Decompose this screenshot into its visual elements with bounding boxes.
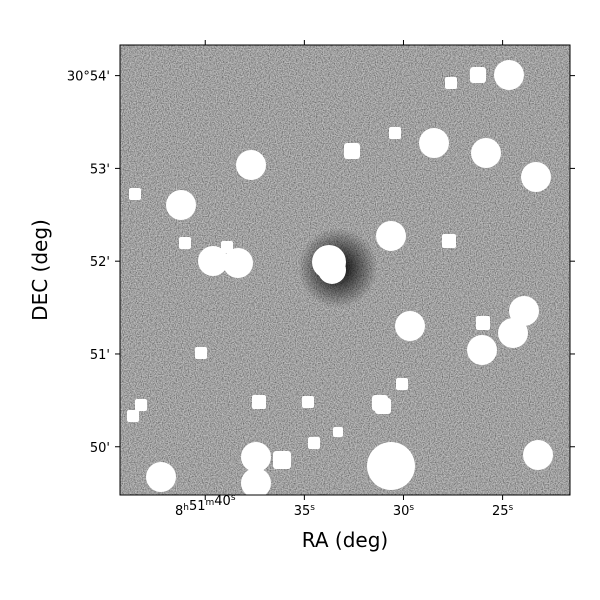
y-tick-label: 52' <box>90 255 110 270</box>
x-tick-label: 25s <box>492 503 514 519</box>
x-tick-label: 8h51m40s <box>175 493 236 519</box>
y-axis-label: DEC (deg) <box>28 219 52 321</box>
y-tick-label: 50' <box>90 441 110 456</box>
sky-image <box>120 45 570 495</box>
masks <box>127 60 553 495</box>
y-tick-label: 53' <box>90 162 110 177</box>
y-tick-label: 51' <box>90 348 110 363</box>
x-axis-label: RA (deg) <box>302 528 388 552</box>
x-tick-label: 30s <box>393 503 415 519</box>
axes-frame <box>119 44 571 496</box>
x-tick-label: 35s <box>294 503 316 519</box>
y-tick-label: 30°54' <box>67 70 110 85</box>
